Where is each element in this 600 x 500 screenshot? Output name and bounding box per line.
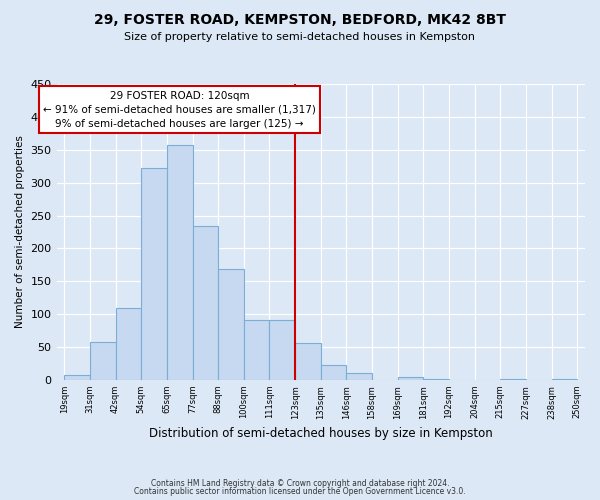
Bar xyxy=(244,320,269,380)
Text: Size of property relative to semi-detached houses in Kempston: Size of property relative to semi-detach… xyxy=(125,32,476,42)
Y-axis label: Number of semi-detached properties: Number of semi-detached properties xyxy=(15,136,25,328)
Bar xyxy=(346,372,372,380)
Bar xyxy=(116,308,141,380)
Bar xyxy=(90,342,116,380)
Bar xyxy=(269,320,295,380)
X-axis label: Distribution of semi-detached houses by size in Kempston: Distribution of semi-detached houses by … xyxy=(149,427,493,440)
Bar xyxy=(424,378,449,380)
Bar xyxy=(218,269,244,380)
Text: 29 FOSTER ROAD: 120sqm
← 91% of semi-detached houses are smaller (1,317)
9% of s: 29 FOSTER ROAD: 120sqm ← 91% of semi-det… xyxy=(43,90,316,128)
Bar xyxy=(141,168,167,380)
Bar xyxy=(551,378,577,380)
Bar xyxy=(295,343,321,380)
Bar xyxy=(321,366,346,380)
Bar xyxy=(64,374,90,380)
Bar xyxy=(500,378,526,380)
Text: Contains HM Land Registry data © Crown copyright and database right 2024.: Contains HM Land Registry data © Crown c… xyxy=(151,478,449,488)
Bar xyxy=(167,144,193,380)
Bar xyxy=(193,226,218,380)
Text: 29, FOSTER ROAD, KEMPSTON, BEDFORD, MK42 8BT: 29, FOSTER ROAD, KEMPSTON, BEDFORD, MK42… xyxy=(94,12,506,26)
Text: Contains public sector information licensed under the Open Government Licence v3: Contains public sector information licen… xyxy=(134,487,466,496)
Bar xyxy=(398,376,424,380)
